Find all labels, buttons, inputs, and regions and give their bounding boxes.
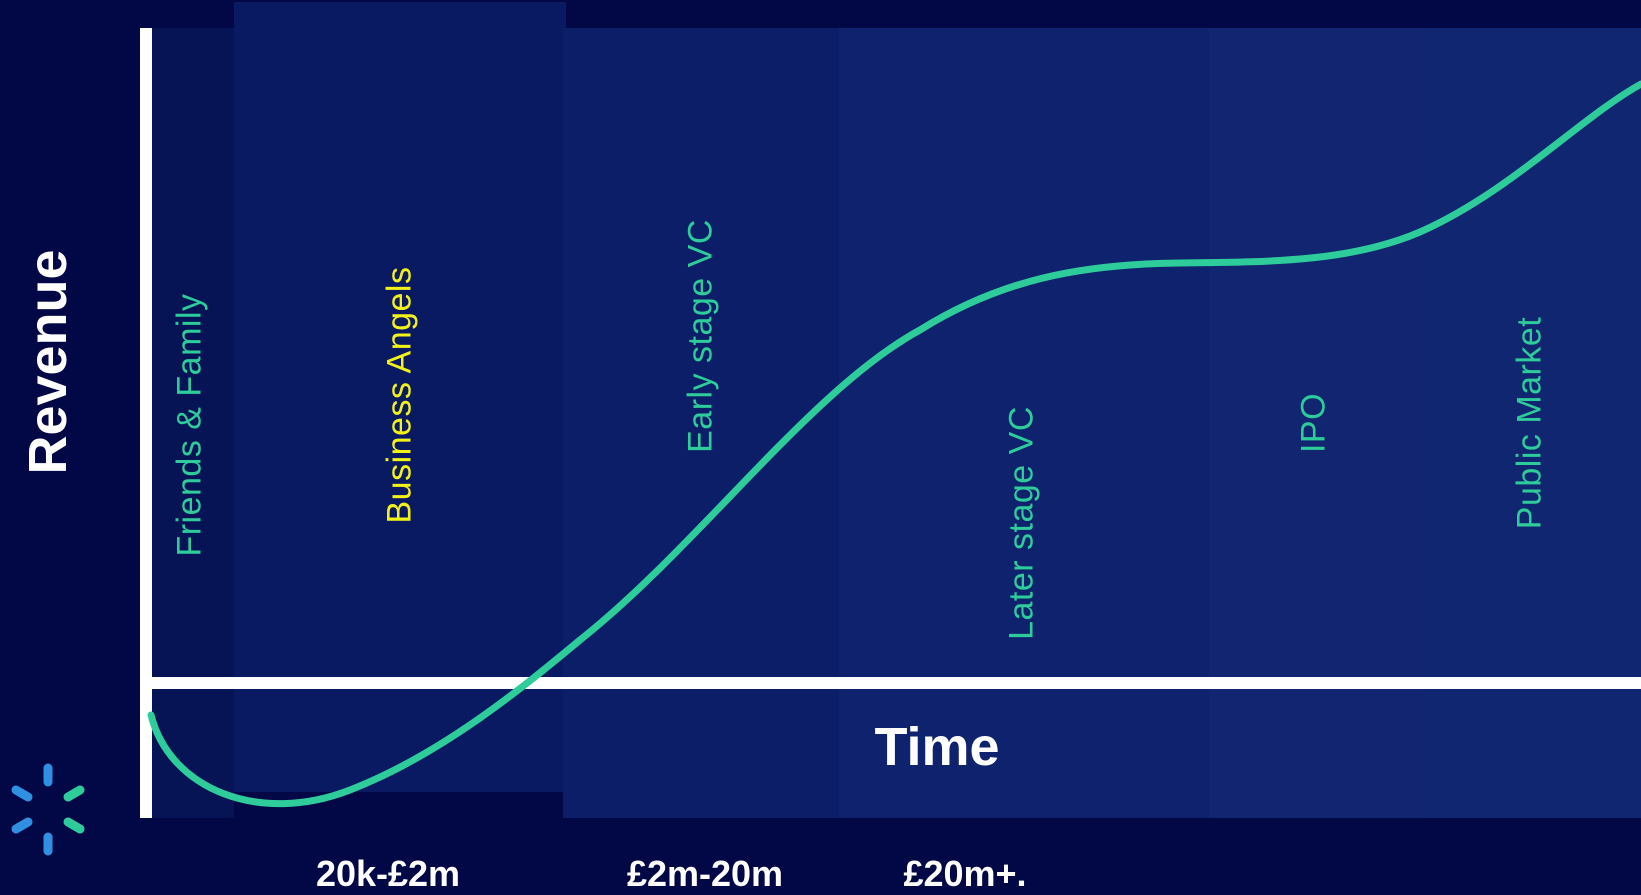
revenue-curve-path (147, 80, 1641, 807)
x-axis-line (140, 677, 1641, 689)
band-business-angels (234, 2, 566, 792)
funding-range-angels: 20k-£2m (315, 853, 461, 894)
y-axis-line (140, 28, 152, 818)
funding-range-early-vc: £2m-20m (626, 853, 784, 894)
funding-range-later-vc: £20m+. (903, 853, 1027, 894)
x-axis-title: Time (874, 717, 1000, 777)
y-axis-title: Revenue (18, 249, 78, 475)
spark-logo-icon (11, 763, 85, 856)
